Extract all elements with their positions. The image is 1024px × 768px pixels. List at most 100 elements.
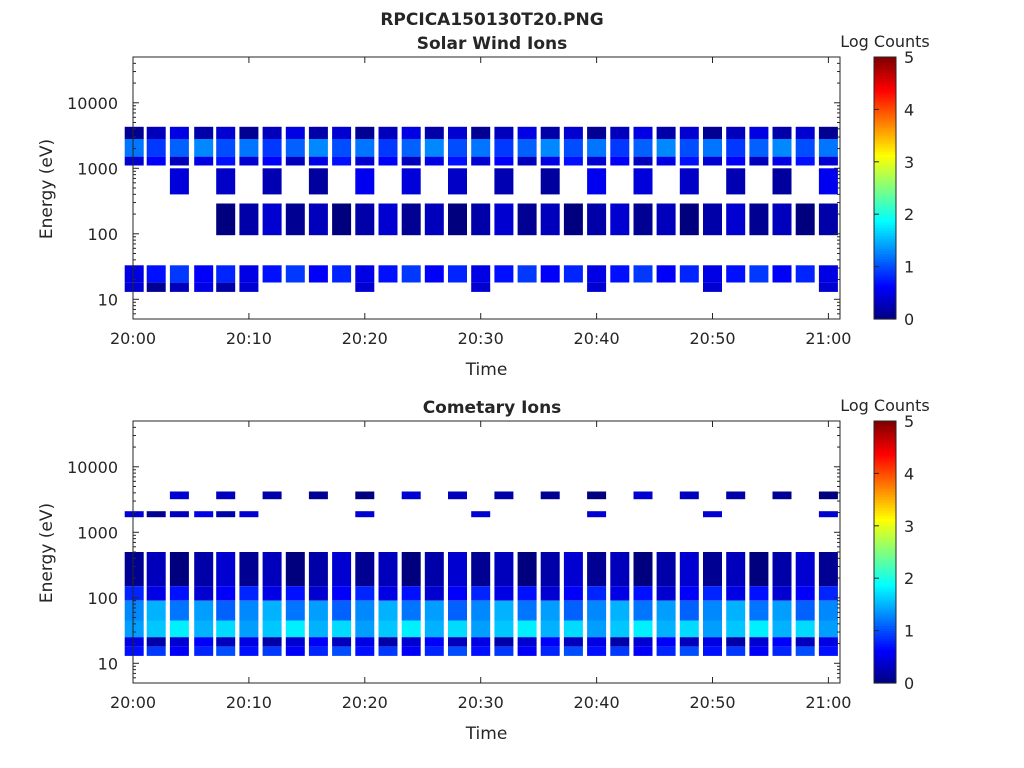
heatmap-cell — [262, 168, 282, 195]
y-tick-label: 100 — [87, 589, 118, 608]
heatmap-cell — [124, 139, 144, 157]
heatmap-cell — [772, 156, 792, 166]
heatmap-cell — [378, 646, 398, 656]
heatmap-cell — [726, 265, 746, 283]
heatmap-cell — [424, 586, 444, 601]
colorbar-step — [874, 575, 896, 579]
heatmap-cell — [726, 637, 746, 647]
y-tick-label: 10 — [98, 654, 118, 673]
heatmap-cell — [169, 168, 189, 195]
heatmap-cell — [355, 156, 375, 166]
heatmap-cell — [795, 126, 815, 139]
heatmap-cell — [401, 637, 421, 647]
heatmap-cell — [448, 168, 467, 195]
heatmap-cell — [146, 265, 166, 283]
colorbar-step — [874, 125, 896, 129]
heatmap-cell — [308, 586, 328, 601]
heatmap-cell — [587, 168, 607, 195]
colorbar-step — [874, 528, 896, 532]
heatmap-cell — [355, 126, 375, 139]
heatmap-cell — [749, 139, 769, 157]
colorbar-step — [874, 190, 896, 194]
heatmap-cell — [124, 646, 144, 656]
heatmap-cell — [169, 156, 189, 166]
heatmap-cell — [610, 637, 630, 647]
heatmap-cell — [818, 491, 838, 500]
heatmap-cell — [216, 126, 236, 139]
heatmap-cell — [587, 620, 607, 638]
heatmap-cell — [216, 586, 236, 601]
heatmap-cell — [332, 156, 352, 166]
colorbar-step — [874, 266, 896, 270]
colorbar-tick-label: 0 — [904, 674, 914, 693]
heatmap-cell — [610, 586, 630, 601]
heatmap-cell — [194, 586, 214, 601]
heatmap-cell — [726, 586, 746, 601]
colorbar-step — [874, 198, 896, 202]
heatmap-cell — [308, 637, 328, 647]
heatmap-cell — [517, 139, 537, 157]
heatmap-cell — [124, 552, 144, 587]
x-tick-label: 20:30 — [458, 693, 504, 712]
colorbar-step — [874, 224, 896, 228]
heatmap-cell — [818, 646, 838, 656]
heatmap-cell — [818, 139, 838, 157]
colorbar-step — [874, 536, 896, 540]
heatmap-cell — [471, 586, 491, 601]
heatmap-cell — [679, 156, 699, 166]
colorbar-step — [874, 476, 896, 480]
heatmap-cell — [633, 156, 653, 166]
colorbar-step — [874, 57, 896, 61]
heatmap-cell — [703, 637, 722, 647]
heatmap-cell — [285, 203, 305, 236]
heatmap-cell — [332, 552, 352, 587]
heatmap-cell — [239, 156, 259, 166]
heatmap-cell — [216, 637, 236, 647]
heatmap-cell — [587, 511, 607, 518]
heatmap-cell — [262, 637, 282, 647]
heatmap-cell — [818, 126, 838, 139]
heatmap-cell — [216, 156, 236, 166]
heatmap-cell — [169, 511, 189, 518]
colorbar-step — [874, 182, 896, 186]
heatmap-cell — [749, 586, 769, 601]
colorbar-step — [874, 206, 896, 210]
y-tick-label: 1000 — [77, 159, 118, 178]
heatmap-cell — [124, 586, 144, 601]
heatmap-cell — [679, 600, 699, 621]
colorbar-step — [874, 654, 896, 658]
heatmap-cell — [355, 646, 375, 656]
heatmap-cell — [355, 203, 375, 236]
colorbar-step — [874, 460, 896, 464]
x-tick-label: 20:30 — [458, 329, 504, 348]
heatmap-cell — [448, 646, 467, 656]
colorbar-step — [874, 570, 896, 574]
heatmap-cell — [448, 586, 467, 601]
heatmap-cell — [401, 168, 421, 195]
heatmap-cell — [401, 620, 421, 638]
colorbar-step — [874, 664, 896, 668]
heatmap-cell — [194, 552, 214, 587]
colorbar-step — [874, 455, 896, 459]
colorbar-step — [874, 229, 896, 234]
x-tick-label: 21:00 — [805, 329, 851, 348]
x-tick-label: 20:20 — [342, 329, 388, 348]
heatmap-cell — [146, 511, 166, 518]
heatmap-cell — [401, 139, 421, 157]
cometary-panel: Cometary Ions 20:00 20:10 20:20 20:30 20:40 2… — [37, 396, 930, 744]
colorbar-step — [874, 303, 896, 307]
heatmap-cell — [517, 126, 537, 139]
heatmap-cell — [239, 600, 259, 621]
colorbar-step — [874, 101, 896, 105]
heatmap-cell — [239, 637, 259, 647]
colorbar-step — [874, 496, 896, 501]
heatmap-cell — [610, 552, 630, 587]
heatmap-cell — [633, 265, 653, 283]
heatmap-cell — [448, 139, 467, 157]
heatmap-cell — [471, 637, 491, 647]
heatmap-cell — [169, 491, 189, 500]
colorbar-step — [874, 72, 896, 76]
colorbar-tick-label: 2 — [904, 205, 914, 224]
colorbar-step — [874, 138, 896, 142]
cometary-xlabel: Time — [465, 724, 508, 744]
